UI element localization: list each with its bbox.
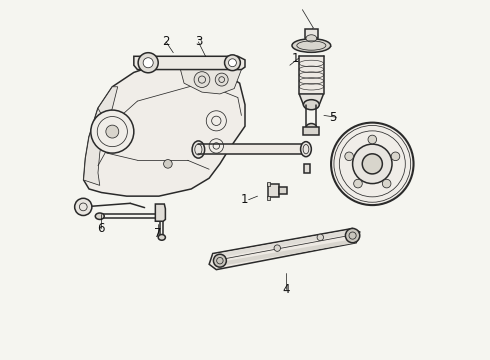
Bar (198, 144, 306, 154)
Circle shape (345, 152, 353, 161)
Ellipse shape (95, 213, 104, 220)
Polygon shape (155, 204, 166, 221)
Polygon shape (304, 164, 310, 173)
Circle shape (331, 123, 414, 205)
Polygon shape (213, 239, 356, 267)
Text: 7: 7 (154, 227, 162, 240)
Bar (305, 30, 318, 39)
Text: 6: 6 (97, 222, 104, 235)
Polygon shape (213, 229, 356, 258)
Circle shape (74, 198, 92, 216)
Ellipse shape (158, 234, 166, 240)
Bar (269, 184, 279, 197)
Circle shape (353, 144, 392, 184)
Text: 4: 4 (283, 283, 290, 296)
Circle shape (368, 135, 377, 144)
Circle shape (274, 245, 280, 251)
Ellipse shape (303, 100, 319, 110)
Ellipse shape (300, 141, 311, 157)
Text: 2: 2 (162, 35, 170, 49)
Bar (303, 127, 319, 135)
Ellipse shape (306, 35, 317, 42)
Text: 1: 1 (291, 51, 299, 64)
Circle shape (206, 111, 226, 131)
Polygon shape (134, 56, 245, 69)
Text: 1: 1 (241, 193, 248, 206)
Polygon shape (299, 94, 323, 105)
Circle shape (362, 154, 382, 174)
Polygon shape (180, 69, 242, 94)
Text: 3: 3 (195, 35, 202, 49)
Circle shape (382, 179, 391, 188)
Circle shape (194, 72, 210, 87)
Bar (267, 196, 270, 200)
Ellipse shape (292, 39, 331, 52)
Circle shape (164, 159, 172, 168)
Bar (267, 182, 270, 186)
Polygon shape (84, 87, 118, 185)
Circle shape (209, 139, 223, 153)
Bar (299, 56, 323, 94)
Circle shape (228, 59, 236, 67)
Circle shape (345, 228, 360, 243)
Text: 5: 5 (329, 111, 337, 124)
Circle shape (224, 55, 240, 71)
Circle shape (214, 254, 226, 267)
Circle shape (354, 179, 362, 188)
Circle shape (215, 73, 228, 86)
Circle shape (91, 110, 134, 153)
Circle shape (143, 58, 153, 68)
Polygon shape (84, 60, 245, 196)
Ellipse shape (306, 123, 317, 132)
Circle shape (391, 152, 400, 161)
Circle shape (138, 53, 158, 73)
Circle shape (317, 234, 323, 240)
Ellipse shape (192, 141, 205, 158)
Polygon shape (209, 228, 360, 270)
Bar (279, 187, 287, 194)
Circle shape (106, 125, 119, 138)
